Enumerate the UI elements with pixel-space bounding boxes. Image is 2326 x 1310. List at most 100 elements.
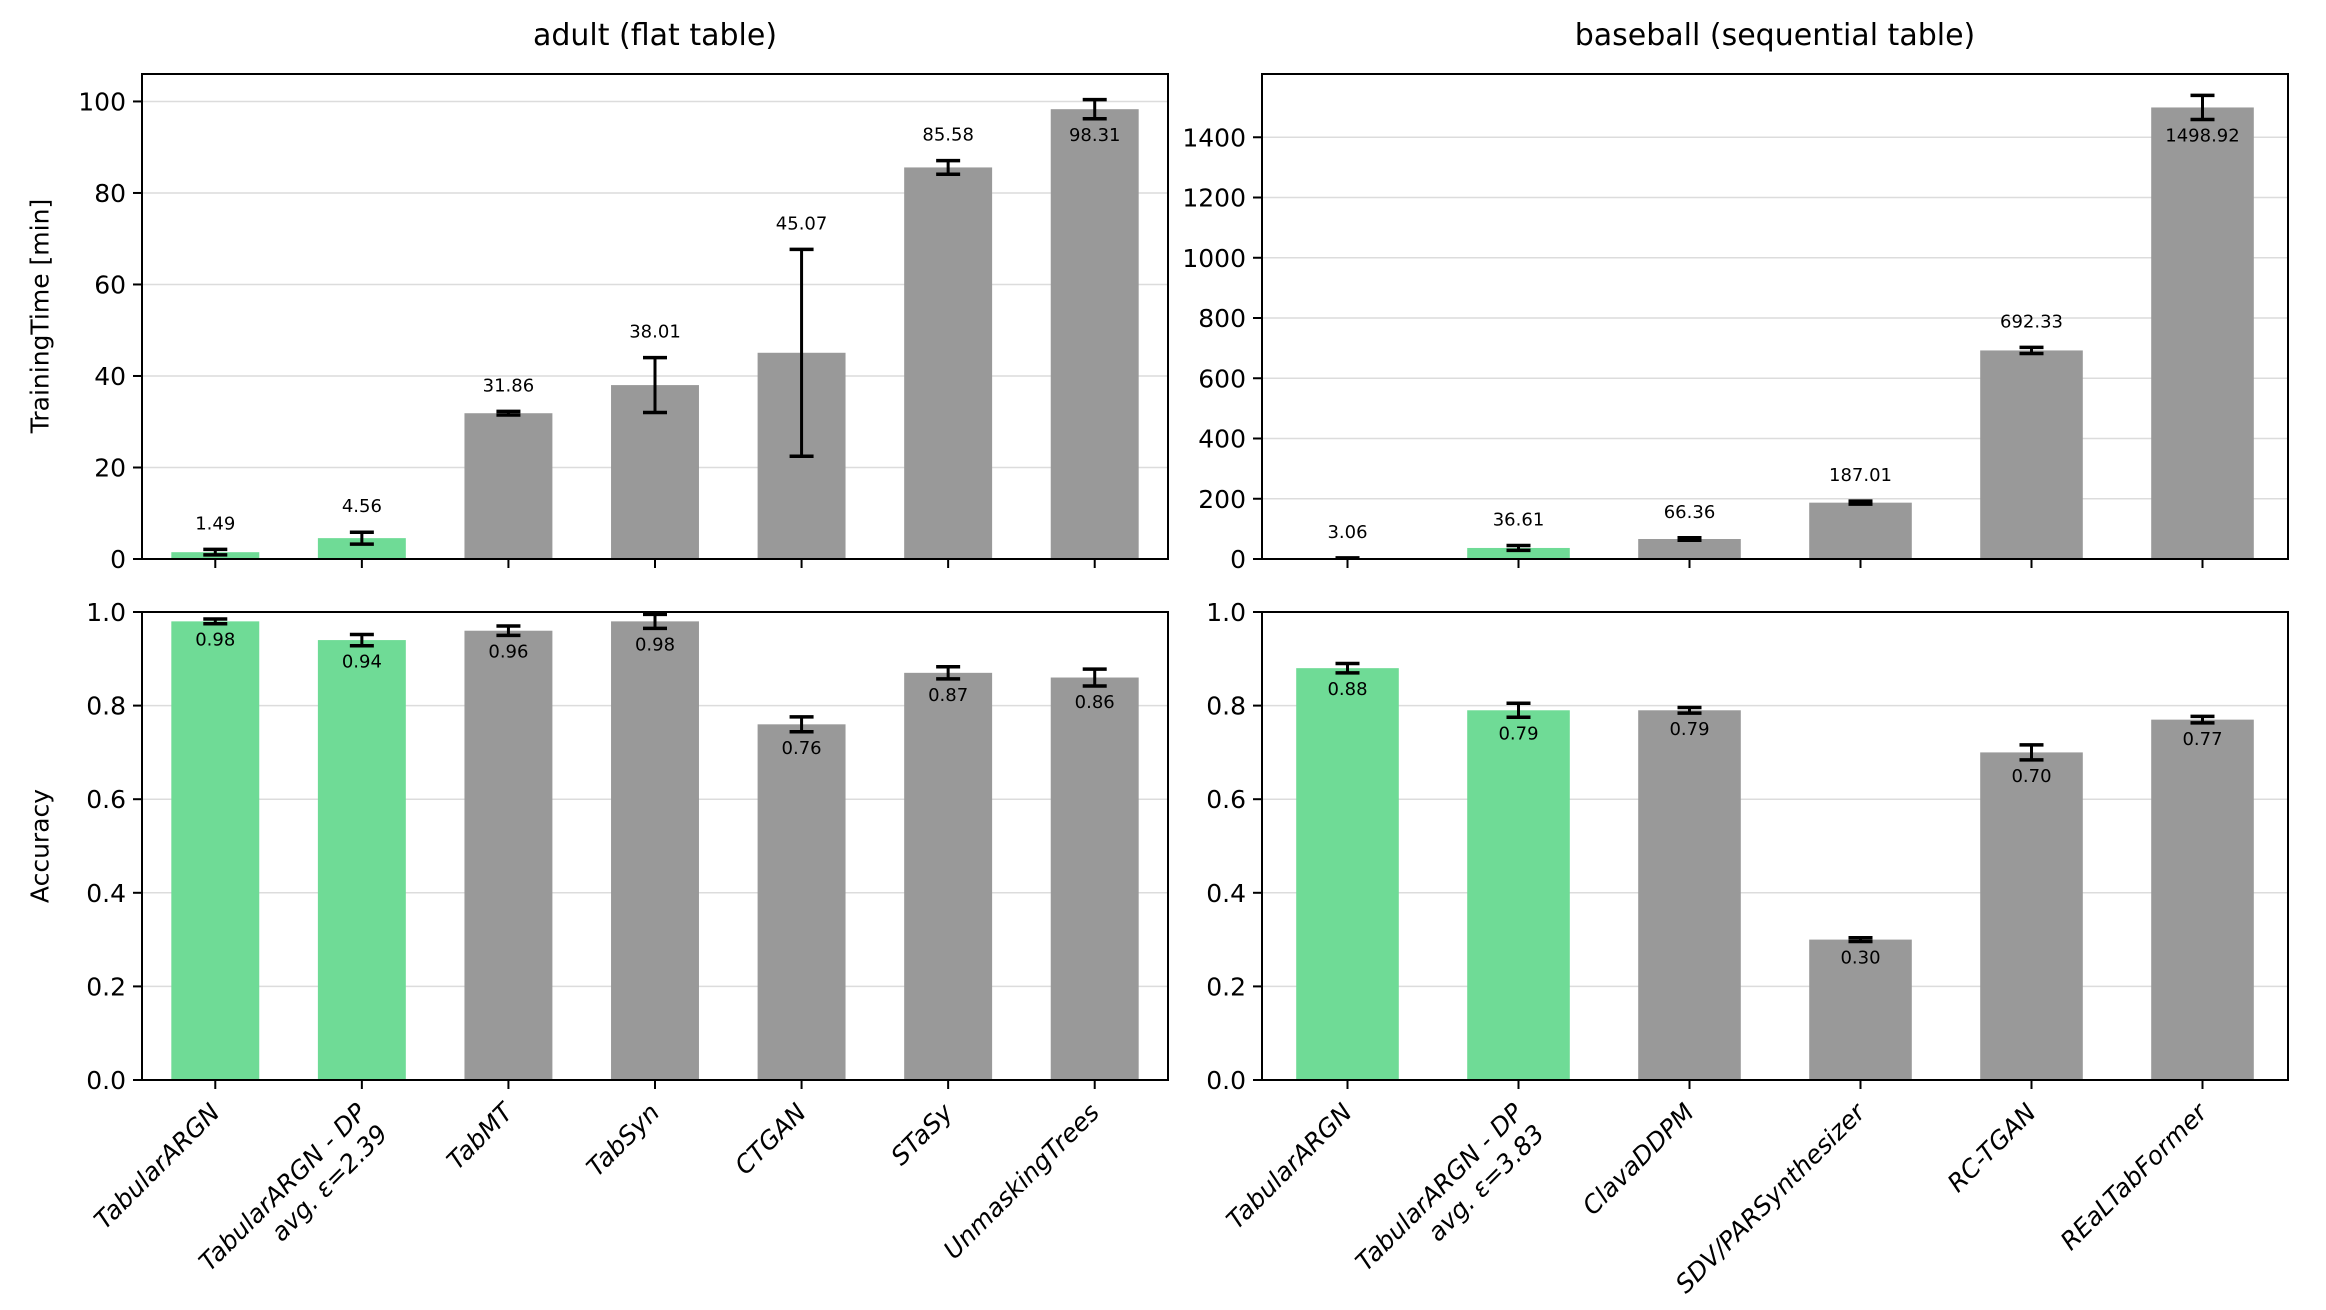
y-tick-label: 80 (94, 179, 126, 208)
bar (904, 167, 993, 559)
bar (1296, 668, 1399, 1080)
bar (171, 621, 260, 1080)
y-tick-label: 40 (94, 362, 126, 391)
value-label: 31.86 (483, 375, 535, 396)
y-tick-label: 400 (1198, 425, 1246, 454)
bar (464, 630, 553, 1080)
bar (1050, 677, 1139, 1080)
value-label: 0.79 (1669, 719, 1709, 740)
y-tick-label: 0.6 (1206, 785, 1246, 814)
y-tick-label: 0.4 (86, 879, 126, 908)
value-label: 3.06 (1327, 522, 1367, 543)
chart-top-right: 3.06 36.61 66.36 187.01 692.33 1498.92 0 200 400… (1182, 73, 2289, 574)
chart-bottom-right: 0.88 0.79 0.79 0.30 0.70 0.77 0.0 0.2 0.4 0.6 0.8 1… (1206, 598, 2289, 1299)
bar (1638, 539, 1741, 559)
value-label: 4.56 (342, 496, 382, 517)
y-tick-label: 800 (1198, 304, 1246, 333)
x-tick-label: TabularARGN (89, 1098, 226, 1235)
y-tick-label: 1000 (1182, 244, 1246, 273)
value-label: 0.88 (1327, 679, 1367, 700)
bar (904, 672, 993, 1080)
y-tick-label: 0.4 (1206, 879, 1246, 908)
x-tick-label-line: UnmaskingTrees (938, 1098, 1105, 1265)
value-label: 36.61 (1493, 510, 1545, 531)
value-label: 0.98 (195, 630, 235, 651)
value-label: 98.31 (1069, 125, 1121, 146)
x-tick-label-line: CTGAN (729, 1098, 812, 1181)
chart-bottom-left: 0.98 0.94 0.96 0.98 0.76 0.87 0.86 0.0 0.2 0.4 0.6… (86, 598, 1169, 1277)
x-tick-label-line: SDV/PARSynthesizer (1670, 1097, 1872, 1299)
axes-frame (1261, 611, 2289, 1081)
bar (464, 413, 553, 559)
x-tick-label: STaSy (885, 1097, 959, 1171)
chart-title-baseball: baseball (sequential table) (1574, 18, 1976, 53)
chart-top-left: 1.49 4.56 31.86 38.01 45.07 85.58 98.31 0 20 40 60… (78, 73, 1169, 574)
y-tick-label: 100 (78, 87, 126, 116)
bar (1809, 939, 1912, 1080)
x-tick-label-line: TabularARGN (1221, 1098, 1358, 1235)
bar (611, 621, 699, 1080)
y-tick-label: 0 (1230, 545, 1246, 574)
x-tick-label: ClavaDDPM (1577, 1098, 1700, 1221)
x-tick-label: SDV/PARSynthesizer (1670, 1097, 1872, 1299)
y-tick-label: 0.8 (1206, 692, 1246, 721)
value-label: 0.98 (635, 634, 675, 655)
x-tick-label: CTGAN (729, 1098, 812, 1181)
x-tick-label: TabularARGN (1221, 1098, 1358, 1235)
value-label: 692.33 (2000, 311, 2063, 332)
y-tick-label: 60 (94, 270, 126, 299)
x-tick-label-line: RC-TGAN (1942, 1098, 2042, 1198)
value-label: 0.77 (2182, 729, 2222, 750)
axes-frame (1261, 73, 2289, 560)
x-tick-label: TabSyn (581, 1098, 665, 1182)
y-tick-label: 0.0 (1206, 1066, 1246, 1095)
bar (1638, 710, 1741, 1080)
value-label: 1498.92 (2165, 126, 2239, 147)
value-label: 0.79 (1498, 723, 1538, 744)
bar (317, 538, 406, 559)
y-tick-label: 600 (1198, 364, 1246, 393)
x-tick-label-line: TabularARGN (89, 1098, 226, 1235)
bar (1467, 547, 1570, 559)
value-label: 85.58 (922, 125, 974, 146)
y-tick-label: 0.2 (86, 972, 126, 1001)
y-tick-label: 200 (1198, 485, 1246, 514)
y-tick-label: 0.2 (1206, 972, 1246, 1001)
y-tick-label: 20 (94, 453, 126, 482)
bar (757, 724, 846, 1080)
x-tick-label-line: REaLTabFormer (2055, 1097, 2214, 1256)
y-tick-label: 0.6 (86, 785, 126, 814)
bar (1467, 710, 1570, 1080)
value-label: 0.94 (342, 652, 382, 673)
x-tick-label-line: TabSyn (581, 1098, 665, 1182)
value-label: 0.76 (782, 738, 822, 759)
y-tick-label: 1.0 (1206, 598, 1246, 627)
value-label: 187.01 (1829, 465, 1892, 486)
x-tick-label-line: STaSy (885, 1097, 959, 1171)
y-tick-label: 0.8 (86, 692, 126, 721)
value-label: 0.86 (1075, 692, 1115, 713)
value-label: 66.36 (1664, 502, 1716, 523)
chart-title-adult: adult (flat table) (532, 18, 778, 53)
x-tick-label: REaLTabFormer (2055, 1097, 2214, 1256)
bar (2151, 107, 2254, 560)
y-tick-label: 0.0 (86, 1066, 126, 1095)
bar (317, 640, 406, 1080)
value-label: 0.96 (488, 641, 528, 662)
y-tick-label: 1400 (1182, 123, 1246, 152)
bar (2151, 719, 2254, 1080)
y-axis-label-accuracy: Accuracy (25, 788, 55, 904)
x-tick-label: TabMT (441, 1097, 520, 1176)
x-tick-label: RC-TGAN (1942, 1098, 2042, 1198)
x-tick-label: UnmaskingTrees (938, 1098, 1105, 1265)
value-label: 0.87 (928, 685, 968, 706)
bar (1809, 502, 1912, 559)
bar (1980, 752, 2083, 1080)
y-tick-label: 1.0 (86, 598, 126, 627)
y-tick-label: 0 (110, 545, 126, 574)
x-tick-label-line: ClavaDDPM (1577, 1098, 1700, 1221)
value-label: 0.30 (1840, 947, 1880, 968)
